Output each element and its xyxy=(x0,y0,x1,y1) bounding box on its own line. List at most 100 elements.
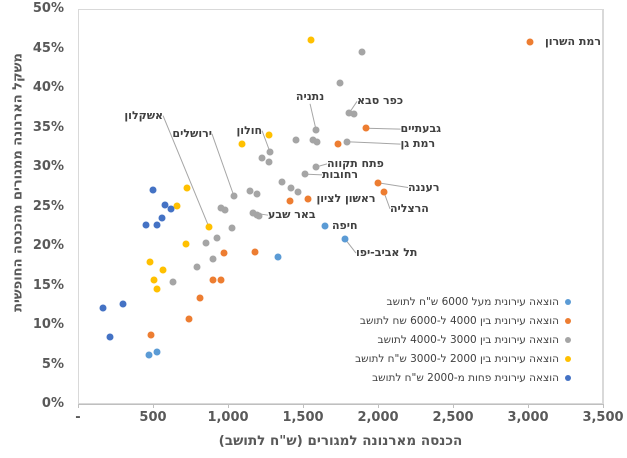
legend-label: הוצאה עירונית מעל 6000 ש"ח לתושב xyxy=(386,295,559,308)
data-point xyxy=(286,197,294,205)
data-point xyxy=(167,205,175,213)
x-tick-label: 500 xyxy=(139,410,167,425)
v-gridline xyxy=(603,9,604,404)
data-point xyxy=(294,188,302,196)
data-point xyxy=(209,255,217,263)
data-point xyxy=(230,192,238,200)
x-axis-line xyxy=(78,404,604,405)
legend-item: הוצאה עירונית בין 4000 ל-6000 שח לתושב xyxy=(355,311,571,330)
city-label: כפר סבא xyxy=(357,94,404,108)
x-tick-mark xyxy=(528,404,529,408)
y-tick-label: 45% xyxy=(32,40,64,56)
data-point xyxy=(99,304,107,312)
x-tick-mark xyxy=(603,404,604,408)
data-point xyxy=(253,190,261,198)
data-point xyxy=(266,148,274,156)
data-point xyxy=(274,253,282,261)
city-label: הרצליה xyxy=(390,201,429,215)
y-tick-label: 20% xyxy=(32,238,64,253)
data-point xyxy=(147,331,155,339)
data-point xyxy=(221,206,229,214)
x-tick-mark xyxy=(228,404,229,408)
x-tick-mark xyxy=(303,404,304,408)
x-tick-label: 3,000 xyxy=(507,410,549,425)
city-label: חולון xyxy=(236,123,263,137)
data-point xyxy=(182,240,190,248)
data-point xyxy=(374,179,382,187)
data-point xyxy=(380,188,388,196)
data-point xyxy=(220,249,228,257)
legend-item: הוצאה עירונית מעל 6000 ש"ח לתושב xyxy=(355,292,571,311)
legend-marker-icon xyxy=(565,317,571,324)
legend-label: הוצאה עירונית בין 3000 ל-4000 לתושב xyxy=(377,333,559,346)
data-point xyxy=(292,136,300,144)
data-point xyxy=(106,333,114,341)
data-point xyxy=(321,222,329,230)
data-point xyxy=(217,276,225,284)
x-tick-label: 1,500 xyxy=(282,410,324,425)
legend-item: הוצאה עירונית פחות מ-2000 ש"ח לתושב xyxy=(355,368,571,387)
legend-item: הוצאה עירונית בין 2000 ל-3000 ש"ח לתושב xyxy=(355,349,571,368)
x-tick-mark xyxy=(453,404,454,408)
city-label: נתניה xyxy=(295,89,325,103)
data-point xyxy=(334,140,342,148)
data-point xyxy=(196,294,204,302)
data-point xyxy=(313,138,321,146)
x-tick-mark xyxy=(78,404,79,408)
data-point xyxy=(358,48,366,56)
city-label: אשקלון xyxy=(124,108,164,122)
legend-label: הוצאה עירונית בין 4000 ל-6000 שח לתושב xyxy=(359,314,559,327)
data-point xyxy=(153,348,161,356)
x-tick-label: - xyxy=(75,410,81,425)
y-tick-label: 5% xyxy=(41,356,64,372)
city-label: באר שבע xyxy=(268,208,316,222)
city-label: ירושלים xyxy=(172,126,212,140)
data-point xyxy=(265,158,273,166)
data-point xyxy=(119,300,127,308)
data-point xyxy=(341,235,349,243)
data-point xyxy=(255,212,263,220)
data-point xyxy=(309,136,317,144)
data-point xyxy=(265,131,273,139)
legend-marker-icon xyxy=(565,336,571,343)
city-label: רחובות xyxy=(322,167,359,181)
data-point xyxy=(312,126,320,134)
legend-label: הוצאה עירונית בין 2000 ל-3000 ש"ח לתושב xyxy=(355,352,559,365)
legend: הוצאה עירונית מעל 6000 ש"ח לתושב הוצאה עי… xyxy=(355,292,571,387)
city-label: חיפה xyxy=(331,219,358,233)
y-tick-label: 50% xyxy=(32,1,64,16)
legend-marker-icon xyxy=(565,374,571,381)
city-label: רעננה xyxy=(408,180,440,194)
data-point xyxy=(249,209,257,217)
city-label: רמת גן xyxy=(400,137,436,151)
x-tick-label: 2,000 xyxy=(357,410,399,425)
data-point xyxy=(336,79,344,87)
data-point xyxy=(142,221,150,229)
legend-marker-icon xyxy=(565,355,571,362)
data-point xyxy=(350,110,358,118)
x-tick-label: 1,000 xyxy=(207,410,249,425)
y-tick-label: 0% xyxy=(41,396,64,411)
city-label: תל אביב-יפו xyxy=(355,246,418,260)
y-tick-label: 40% xyxy=(32,80,64,95)
legend-item: הוצאה עירונית בין 3000 ל-4000 לתושב xyxy=(355,330,571,349)
city-label: פתח תקווה xyxy=(327,156,384,170)
data-point xyxy=(246,187,254,195)
data-point xyxy=(183,184,191,192)
data-point xyxy=(362,124,370,132)
data-point xyxy=(193,263,201,271)
data-point xyxy=(173,202,181,210)
y-tick-label: 35% xyxy=(32,119,64,135)
y-tick-label: 30% xyxy=(32,159,64,174)
data-point xyxy=(251,248,259,256)
data-point xyxy=(205,223,213,231)
data-point xyxy=(228,224,236,232)
data-point xyxy=(343,138,351,146)
x-tick-mark xyxy=(378,404,379,408)
y-tick-label: 10% xyxy=(32,317,64,332)
data-point xyxy=(161,201,169,209)
data-point xyxy=(278,178,286,186)
data-point xyxy=(153,221,161,229)
data-point xyxy=(217,204,225,212)
